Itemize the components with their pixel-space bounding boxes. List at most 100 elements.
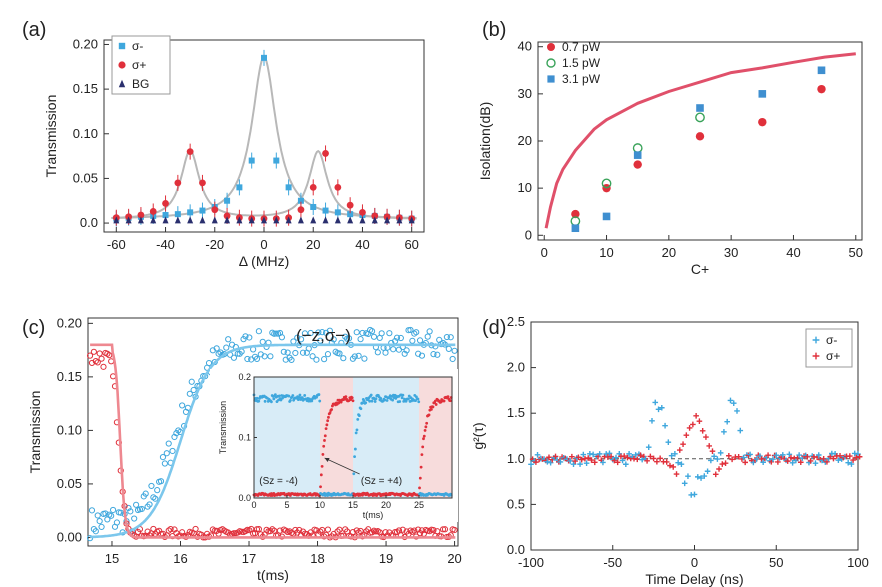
panel-b-ytick-label: 0 (525, 227, 532, 242)
point-bg (322, 216, 329, 224)
point-sigma-plus (371, 212, 379, 220)
point-minus-z (133, 501, 140, 508)
point-sigma-plus (186, 148, 194, 156)
point-sigma-minus (570, 461, 577, 467)
point-sigma-minus (737, 427, 744, 434)
point-plus-z (392, 529, 399, 536)
point-bg (248, 216, 255, 224)
point-bg (150, 216, 157, 224)
point-sigma-plus (644, 458, 650, 464)
point-sigma-minus (310, 203, 317, 210)
inset: 0 5 10 15 20 25 0.0 0.1 0.2 t(ms) Transmission (Sz … (210, 369, 458, 522)
point-sigma-minus (224, 197, 231, 204)
legend-marker (118, 79, 126, 88)
inset-point-red (449, 399, 452, 403)
point-minus-z (359, 329, 366, 337)
point-minus-z (309, 353, 316, 360)
panel-d-axes: -100 -50 0 50 100 0.0 0.5 1.0 1.5 2.0 2.5 Time Dela… (470, 314, 869, 587)
point-minus-z (96, 517, 103, 525)
inset-point-blue (353, 447, 357, 451)
legend-marker (118, 42, 126, 50)
point-sigma-plus (709, 448, 716, 455)
panel-c-xtick-label: 19 (379, 551, 393, 566)
point-minus-z (370, 333, 378, 340)
point-sigma-minus (580, 451, 587, 458)
panel-d-xtick-label: -50 (603, 555, 622, 570)
point-plus-z (96, 350, 103, 357)
point-minus-z (301, 330, 309, 337)
point-sigma-plus (162, 200, 169, 207)
point-sigma-minus (740, 454, 747, 461)
point-bg (359, 216, 366, 224)
point-minus-z (259, 338, 266, 345)
point-minus-z (326, 327, 333, 334)
point-sigma-minus (199, 207, 206, 214)
point-minus-z (108, 512, 115, 519)
inset-ylabel: Transmission (218, 401, 228, 454)
point-plus-z (296, 526, 303, 534)
point-minus-z (445, 345, 452, 352)
point-sigma-plus (624, 454, 631, 461)
point-sigma-minus (760, 459, 766, 466)
inset-ytick-label: 0.2 (238, 372, 251, 382)
point-sigma-minus (606, 450, 613, 457)
point-sigma-plus (729, 456, 735, 463)
panel-d-ytick-label: 1.5 (507, 405, 525, 420)
point-sigma-plus (804, 454, 811, 460)
point-sigma-minus (734, 408, 740, 414)
inset-label-sz-plus: (Sz = +4) (361, 476, 402, 487)
point-minus-z (273, 330, 280, 337)
point-bg (297, 216, 304, 224)
inset-point-blue (318, 399, 322, 403)
inset-point-red (422, 437, 425, 441)
legend-label: 0.7 pW (562, 40, 601, 54)
panel-b-ytick-label: 30 (518, 86, 532, 101)
point-minus-z (179, 402, 186, 409)
inset-xtick-label: 5 (284, 500, 289, 510)
inset-xtick-label: 10 (315, 500, 325, 510)
panel-c-xtick-label: 16 (173, 551, 187, 566)
point-minus-z (397, 334, 404, 342)
point-minus-z (154, 487, 161, 494)
inset-point-blue (416, 397, 420, 401)
point-bg (224, 216, 231, 224)
point-sigma-minus (577, 461, 583, 467)
panel-c-ytick-label: 0.20 (57, 315, 82, 330)
point-minus-z (152, 495, 159, 502)
point-sigma-minus (662, 422, 668, 429)
point-sigma-plus (297, 206, 305, 214)
point-minus-z (159, 454, 167, 461)
panel-d-xtick-label: 0 (691, 555, 698, 570)
legend-b: 0.7 pW 1.5 pW 3.1 pW (546, 40, 601, 86)
point-3-1pw (817, 66, 826, 75)
point-plus-z (98, 355, 105, 362)
point-minus-z (131, 515, 138, 522)
inset-point-blue (272, 397, 276, 401)
inset-point-blue (281, 396, 284, 400)
panel-b-xtick-label: 50 (849, 245, 863, 260)
theory-curve (544, 52, 856, 229)
point-0-7pw (695, 132, 705, 141)
point-plus-z (336, 526, 343, 533)
panel-a-xlabel: Δ (MHz) (239, 253, 290, 269)
point-sigma-minus (639, 456, 645, 463)
panel-label: (b) (482, 19, 506, 41)
point-sigma-minus (717, 450, 724, 456)
point-sigma-plus (552, 453, 559, 460)
point-sigma-minus (701, 473, 708, 479)
inset-point-red (442, 399, 446, 403)
point-plus-z (86, 352, 94, 359)
point-minus-z (353, 329, 360, 336)
inset-point-blue (297, 395, 301, 399)
point-sigma-minus (334, 209, 341, 216)
panel-c-ytick-label: 0.05 (57, 476, 82, 491)
legend-label: 1.5 pW (562, 56, 601, 70)
point-bg (334, 216, 341, 224)
panel-a-xtick-label: -40 (156, 237, 175, 252)
inset-point-blue (356, 417, 360, 421)
point-sigma-minus (685, 473, 691, 480)
point-plus-z (94, 359, 101, 366)
point-sigma-plus (788, 454, 794, 461)
point-plus-z (276, 527, 284, 534)
